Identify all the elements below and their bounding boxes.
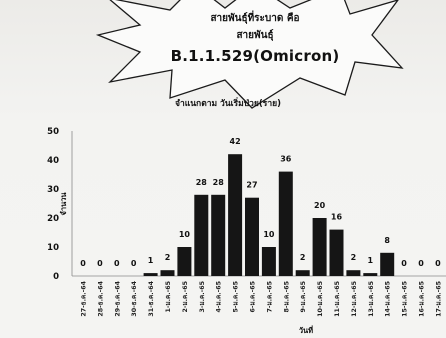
data-label: 0 <box>131 259 137 268</box>
bar <box>228 154 243 276</box>
data-label: 16 <box>331 213 343 222</box>
x-axis-label: วันที่ <box>299 324 313 335</box>
data-label: 28 <box>213 178 225 187</box>
x-tick-label: 2-ม.ค.-65 <box>182 281 189 313</box>
x-tick-label: 6-ม.ค.-65 <box>250 281 257 313</box>
x-tick-label: 12-ม.ค.-65 <box>351 281 358 317</box>
y-tick-label: 20 <box>47 214 59 224</box>
callout-line-1: สายพันธุ์ที่ระบาด คือ <box>210 13 300 24</box>
y-tick-label: 10 <box>47 243 59 253</box>
data-label: 0 <box>97 259 103 268</box>
x-tick-label: 9-ม.ค.-65 <box>300 281 307 313</box>
bar <box>160 270 175 276</box>
callout-starburst <box>95 0 404 109</box>
data-label: 36 <box>280 155 292 164</box>
x-tick-label: 28-ธ.ค.-64 <box>97 280 104 316</box>
bar <box>295 270 310 276</box>
x-tick-label: 11-ม.ค.-65 <box>334 281 341 317</box>
x-tick-label: 4-ม.ค.-65 <box>216 281 223 313</box>
y-tick-label: 40 <box>47 156 59 166</box>
bar <box>329 229 344 276</box>
data-label: 20 <box>314 201 326 210</box>
bar <box>194 194 209 276</box>
x-tick-labels: 27-ธ.ค.-64 28-ธ.ค.-64 29-ธ.ค.-64 30-ธ.ค.-64… <box>81 280 443 317</box>
y-axis-label: จำนวน <box>59 192 68 216</box>
callout-line-2: สายพันธุ์ <box>236 30 274 41</box>
data-label: 0 <box>418 259 424 268</box>
x-tick-label: 1-ม.ค.-65 <box>165 281 172 313</box>
data-label: 2 <box>165 253 171 262</box>
value-labels: 0 0 0 0 1 2 10 28 28 42 27 10 36 2 20 16 2 1 8 0 0 0 <box>80 137 441 268</box>
data-label: 0 <box>80 259 86 268</box>
chart-title: จำแนกตาม วันเริ่มป่วย(ราย) <box>175 96 281 109</box>
data-label: 0 <box>401 259 407 268</box>
bar <box>261 247 276 276</box>
x-tick-label: 10-ม.ค.-65 <box>317 281 324 317</box>
data-label: 8 <box>384 236 390 245</box>
x-tick-label: 13-ม.ค.-65 <box>368 281 375 317</box>
data-label: 2 <box>351 253 357 262</box>
y-tick-labels: 0 10 20 30 40 50 <box>47 127 59 282</box>
bar <box>312 218 327 276</box>
x-tick-label: 5-ม.ค.-65 <box>233 281 240 313</box>
bar <box>245 197 259 276</box>
x-tick-label: 3-ม.ค.-65 <box>199 281 206 313</box>
data-label: 1 <box>368 256 374 265</box>
x-tick-label: 31-ธ.ค.-64 <box>148 280 155 316</box>
data-label: 2 <box>300 253 306 262</box>
data-label: 27 <box>246 181 257 190</box>
data-label: 28 <box>196 178 208 187</box>
y-tick-label: 0 <box>53 272 59 282</box>
callout-line-3: B.1.1.529(Omicron) <box>170 47 340 65</box>
y-tick-label: 50 <box>47 127 59 137</box>
x-tick-label: 17-ม.ค.-65 <box>435 281 442 317</box>
bars <box>143 154 395 276</box>
data-label: 10 <box>179 230 191 239</box>
x-tick-label: 29-ธ.ค.-64 <box>114 280 121 316</box>
x-tick-label: 16-ม.ค.-65 <box>419 281 426 317</box>
x-tick-label: 7-ม.ค.-65 <box>266 281 273 313</box>
y-tick-label: 30 <box>47 185 59 195</box>
x-tick-label: 15-ม.ค.-65 <box>402 281 409 317</box>
starburst-shape <box>95 0 404 109</box>
data-label: 42 <box>230 137 241 146</box>
bar <box>143 273 158 276</box>
data-label: 1 <box>148 256 154 265</box>
bar <box>211 194 226 276</box>
bar <box>380 252 395 276</box>
x-tick-label: 14-ม.ค.-65 <box>385 281 392 317</box>
bar <box>346 270 361 276</box>
bar <box>278 171 293 276</box>
x-tick-label: 8-ม.ค.-65 <box>283 281 290 313</box>
data-label: 0 <box>114 259 120 268</box>
data-label: 10 <box>263 230 275 239</box>
data-label: 0 <box>435 259 441 268</box>
x-tick-label: 30-ธ.ค.-64 <box>131 280 138 316</box>
bar <box>363 273 378 276</box>
bar <box>177 247 192 276</box>
x-tick-label: 27-ธ.ค.-64 <box>81 280 88 316</box>
